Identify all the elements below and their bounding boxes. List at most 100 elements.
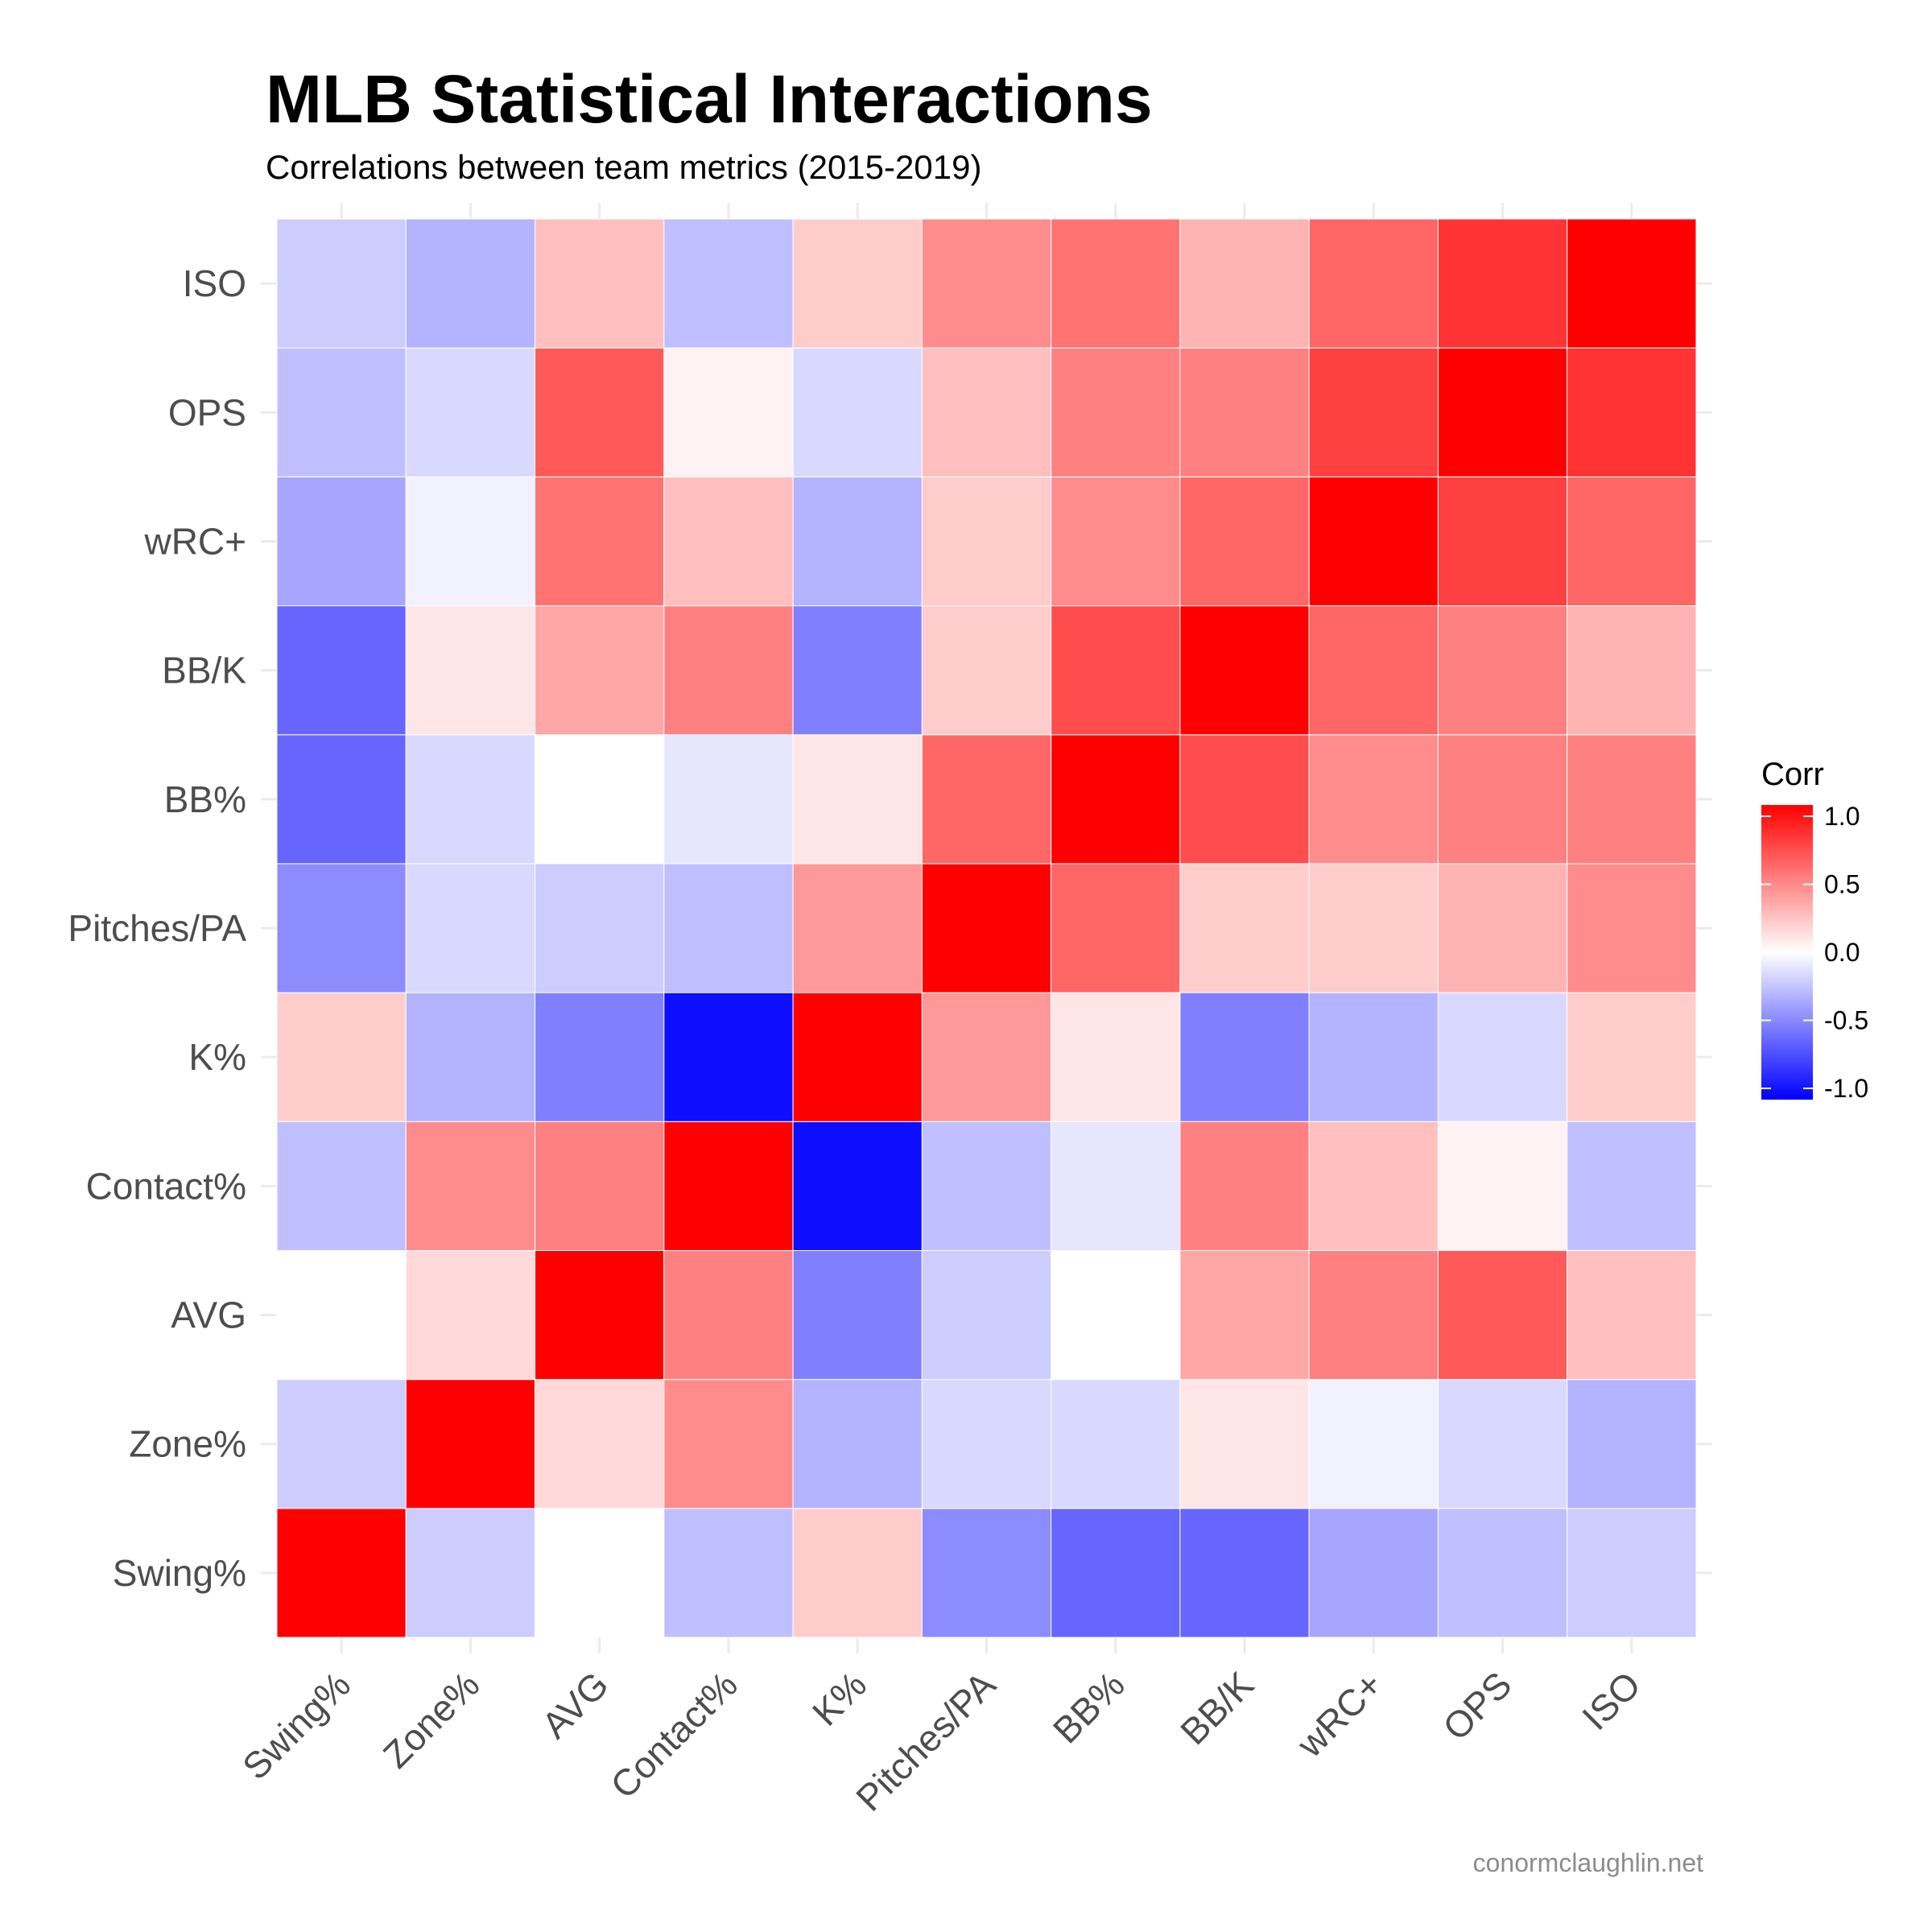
y-tick-label: BB/K (162, 650, 246, 691)
x-tick-label: Contact% (602, 1663, 745, 1806)
heatmap-cell (276, 1121, 407, 1251)
legend-tick-label: 0.5 (1824, 870, 1860, 899)
heatmap-cells (276, 218, 1697, 1638)
heatmap-cell (276, 218, 407, 349)
chart-title: MLB Statistical Interactions (266, 61, 1153, 137)
legend-tick-label: -0.5 (1824, 1006, 1868, 1035)
heatmap-cell (276, 1249, 407, 1381)
heatmap-cell (921, 476, 1052, 607)
heatmap-cell (1567, 1121, 1697, 1251)
heatmap-cell (1051, 1508, 1181, 1638)
heatmap-cell (792, 605, 923, 736)
heatmap-cell (1567, 605, 1697, 736)
y-tick-label: Pitches/PA (68, 907, 246, 949)
heatmap-cell (921, 347, 1052, 477)
heatmap-cell (663, 1121, 794, 1251)
heatmap-cell (792, 734, 923, 865)
heatmap-cell (535, 476, 665, 607)
heatmap-cell (1567, 1508, 1697, 1638)
legend-title: Corr (1761, 757, 1824, 792)
heatmap-cell (1437, 992, 1568, 1122)
heatmap-cell (1179, 734, 1310, 865)
heatmap-cell (535, 218, 665, 349)
y-tick-label: Swing% (113, 1552, 246, 1594)
heatmap-cell (1437, 476, 1568, 607)
heatmap-cell (276, 1508, 407, 1638)
heatmap-cell (1308, 1508, 1439, 1638)
y-tick-label: BB% (164, 778, 246, 820)
heatmap-cell (276, 605, 407, 736)
heatmap-cell (1179, 1249, 1310, 1381)
heatmap-cell (1051, 1379, 1181, 1509)
legend-tick-label: 0.0 (1824, 938, 1860, 967)
heatmap-cell (535, 1121, 665, 1251)
y-tick-label: OPS (168, 391, 246, 433)
heatmap-cell (535, 347, 665, 477)
heatmap-cell (276, 863, 407, 993)
heatmap-cell (792, 218, 923, 349)
heatmap-cell (276, 1379, 407, 1509)
heatmap-cell (1567, 863, 1697, 993)
heatmap-cell (276, 992, 407, 1122)
x-tick-label: BB/K (1172, 1663, 1261, 1752)
heatmap-cell (535, 863, 665, 993)
heatmap-cell (663, 347, 794, 477)
color-legend: Corr 1.0 0.5 0.0 -0.5 -1.0 (1761, 757, 1868, 1103)
heatmap-cell (1567, 992, 1697, 1122)
heatmap-cell (1051, 734, 1181, 865)
heatmap-cell (1308, 863, 1439, 993)
x-tick-label: ISO (1574, 1663, 1649, 1738)
heatmap-cell (1567, 347, 1697, 477)
heatmap-cell (1179, 1508, 1310, 1638)
heatmap-cell (405, 863, 536, 993)
heatmap-cell (1308, 734, 1439, 865)
heatmap-cell (405, 218, 536, 349)
legend-tick-label: -1.0 (1824, 1074, 1868, 1103)
heatmap-cell (663, 218, 794, 349)
y-tick-label: Contact% (86, 1165, 246, 1207)
heatmap-cell (1437, 1249, 1568, 1381)
heatmap-cell (1437, 605, 1568, 736)
heatmap-cell (1051, 863, 1181, 993)
heatmap-cell (405, 1379, 536, 1509)
heatmap-cell (1051, 605, 1181, 736)
heatmap-cell (1437, 863, 1568, 993)
heatmap-cell (663, 605, 794, 736)
y-axis-tick-labels: Swing% Zone% AVG Contact% K% Pitches/PA BB% BB/… (68, 262, 246, 1594)
heatmap-cell (405, 1249, 536, 1381)
heatmap-cell (1179, 1379, 1310, 1509)
heatmap-cell (792, 863, 923, 993)
y-tick-label: Zone% (129, 1423, 246, 1465)
heatmap-cell (1567, 1379, 1697, 1509)
heatmap-cell (921, 1379, 1052, 1509)
x-tick-label: wRC+ (1288, 1663, 1390, 1765)
x-tick-label: K% (804, 1663, 874, 1733)
heatmap-cell (1179, 347, 1310, 477)
heatmap-cell (276, 347, 407, 477)
heatmap-cell (535, 992, 665, 1122)
heatmap-cell (1567, 734, 1697, 865)
heatmap-cell (663, 1508, 794, 1638)
heatmap-cell (1179, 992, 1310, 1122)
y-tick-label: AVG (171, 1294, 246, 1336)
x-tick-label: BB% (1045, 1663, 1133, 1751)
heatmap-cell (792, 347, 923, 477)
heatmap-cell (792, 1121, 923, 1251)
heatmap-cell (1437, 1379, 1568, 1509)
x-tick-label: Pitches/PA (848, 1663, 1004, 1819)
heatmap-cell (1179, 218, 1310, 349)
heatmap-cell (1051, 1121, 1181, 1251)
legend-ticks: 1.0 0.5 0.0 -0.5 -1.0 (1761, 802, 1868, 1103)
heatmap-cell (921, 218, 1052, 349)
heatmap-cell (535, 1249, 665, 1381)
heatmap-cell (663, 476, 794, 607)
heatmap-cell (405, 992, 536, 1122)
heatmap-cell (405, 1508, 536, 1638)
heatmap-cell (405, 1121, 536, 1251)
heatmap-cell (663, 1379, 794, 1509)
y-tick-label: K% (188, 1036, 246, 1078)
heatmap-cell (1308, 1121, 1439, 1251)
heatmap-cell (405, 734, 536, 865)
